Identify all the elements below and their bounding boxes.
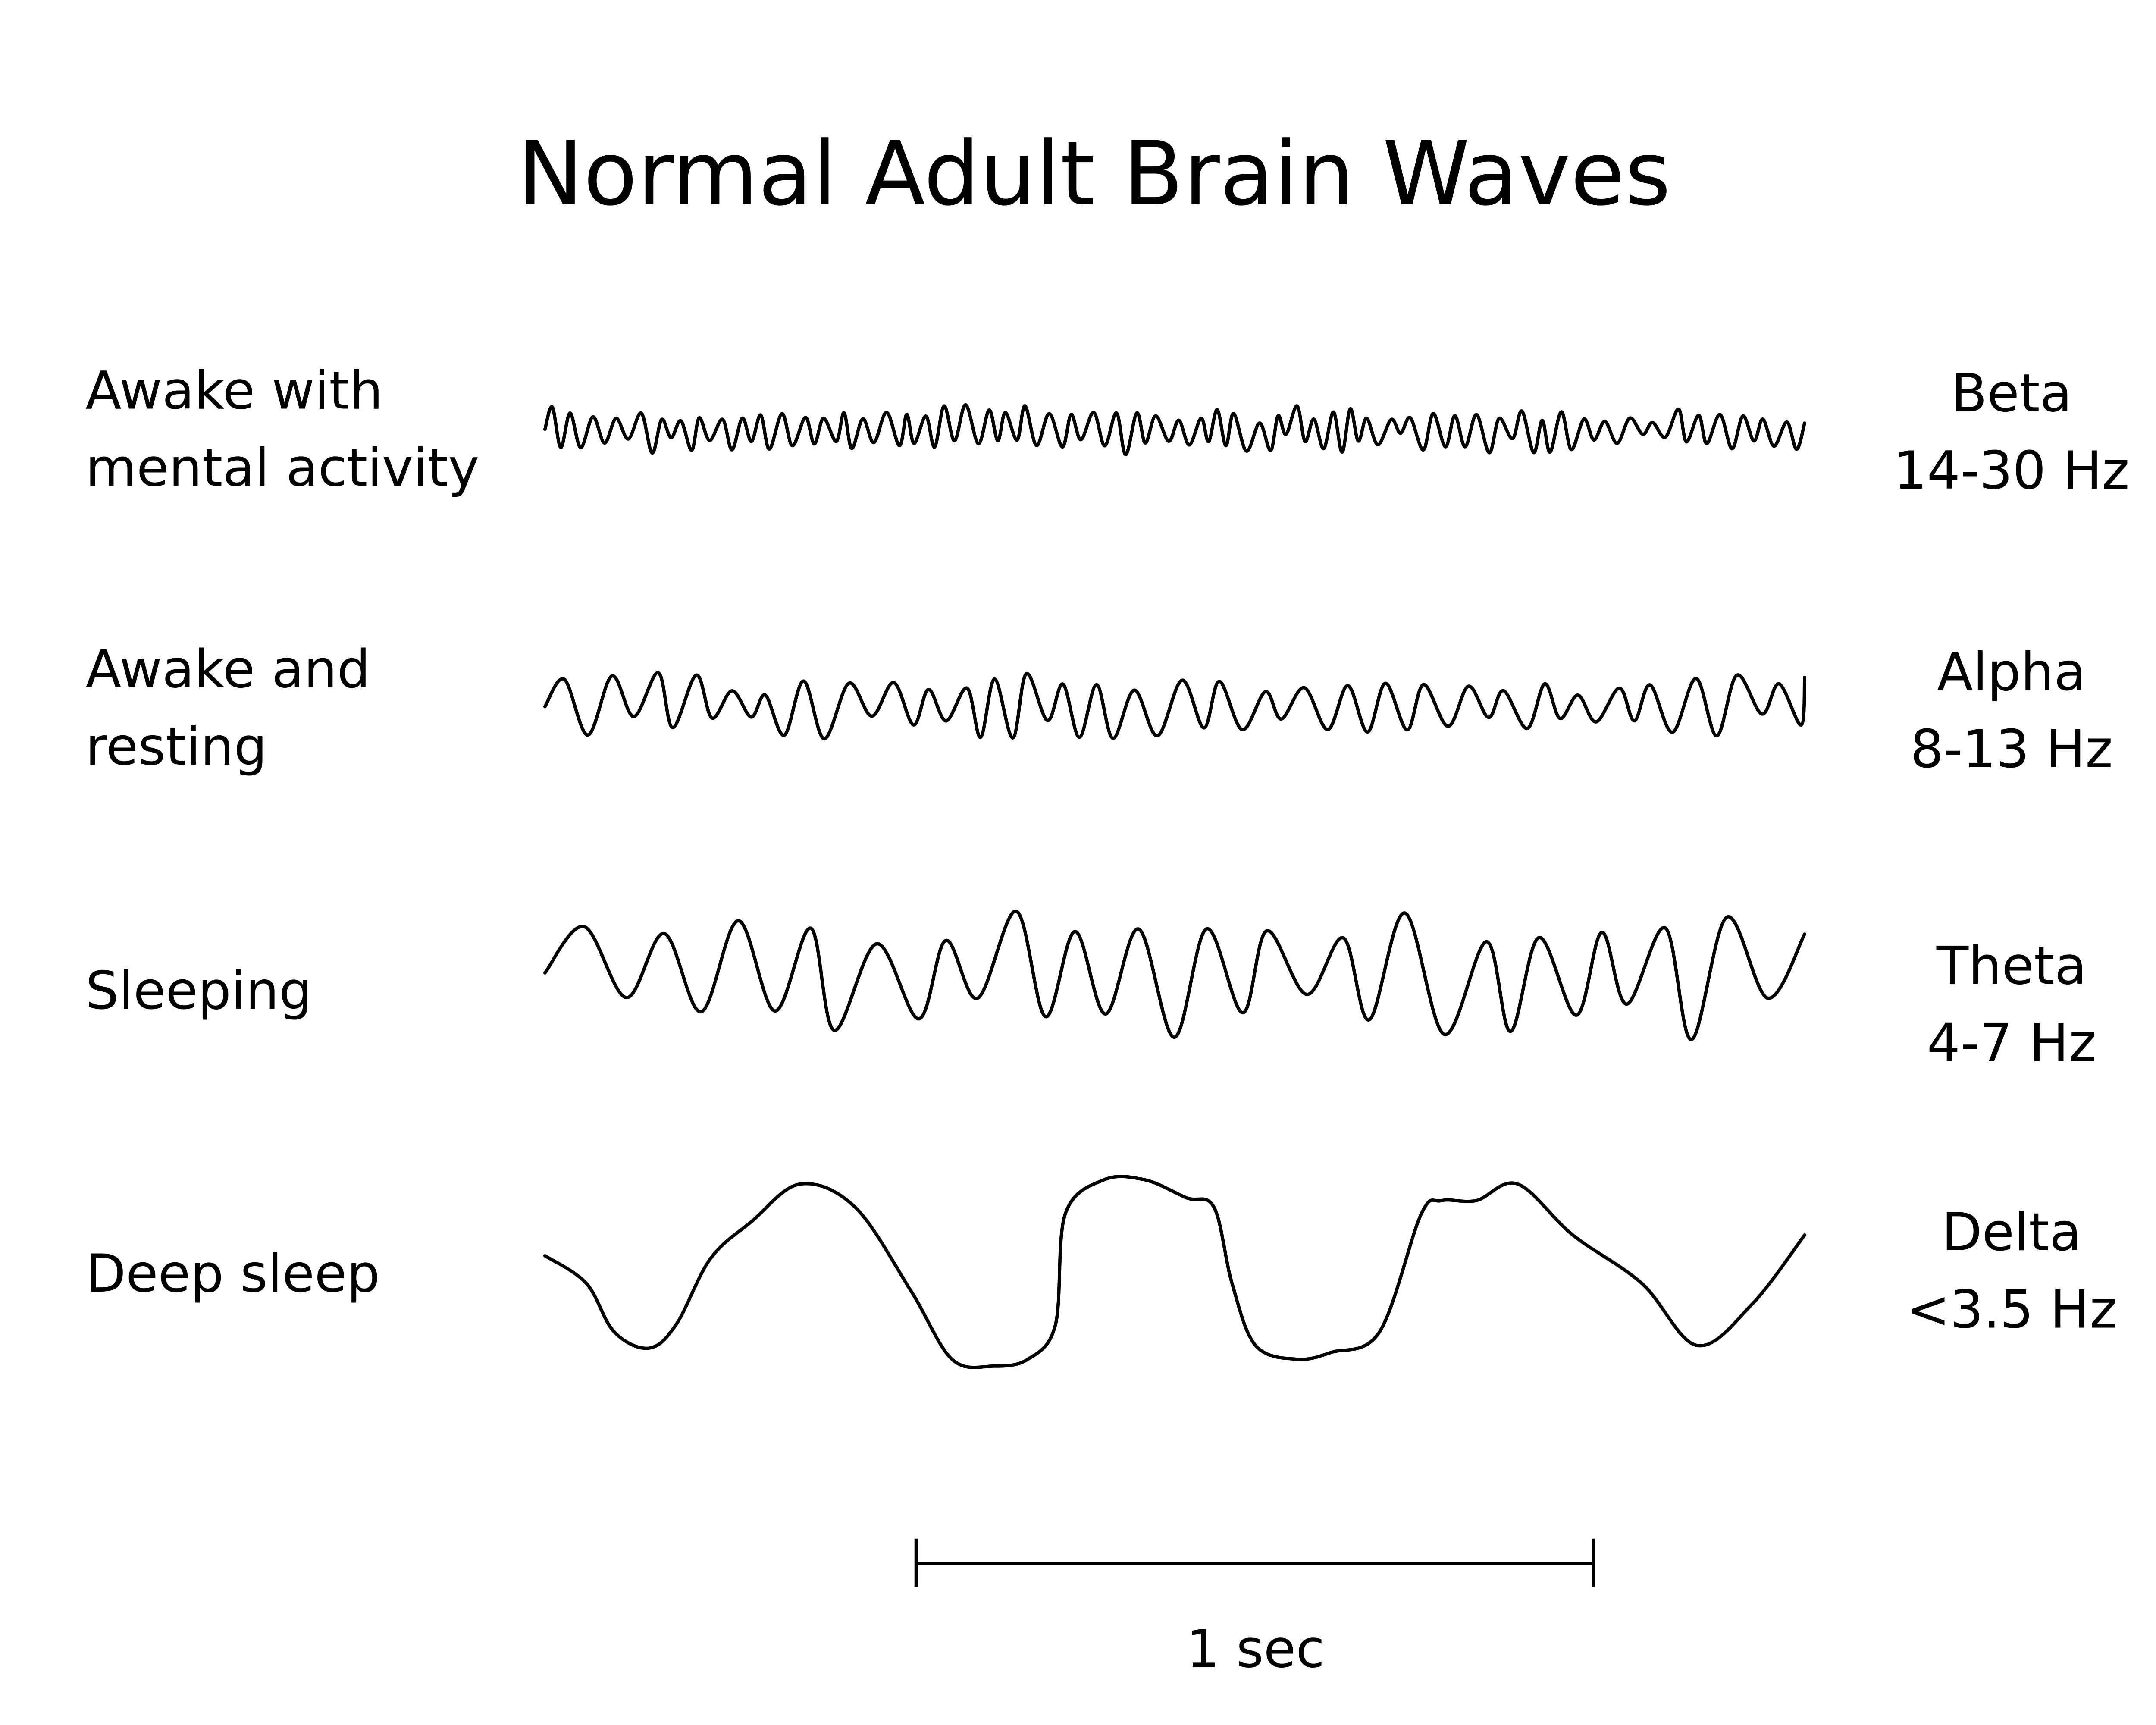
state-label-alpha-line2: resting — [85, 716, 267, 777]
state-label-alpha-line1: Awake and — [85, 639, 370, 700]
state-label-delta: Deep sleep — [85, 1243, 380, 1304]
delta-waveform — [543, 1175, 1806, 1369]
band-range-alpha: 8-13 Hz — [1910, 718, 2113, 780]
band-range-beta: 14-30 Hz — [1893, 440, 2129, 501]
state-label-beta-line2: mental activity — [85, 437, 479, 499]
band-name-delta: Delta — [1942, 1201, 2081, 1263]
band-name-alpha: Alpha — [1937, 641, 2086, 703]
band-name-theta: Theta — [1936, 935, 2087, 997]
alpha-waveform — [543, 671, 1806, 740]
scale-bar-label: 1 sec — [1186, 1618, 1325, 1679]
band-range-theta: 4-7 Hz — [1927, 1013, 2096, 1074]
band-name-beta: Beta — [1951, 363, 2072, 424]
state-label-beta-line1: Awake with — [85, 360, 383, 421]
band-range-delta: <3.5 Hz — [1906, 1279, 2117, 1340]
diagram-title: Normal Adult Brain Waves — [517, 123, 1671, 226]
beta-waveform — [543, 403, 1806, 457]
theta-waveform — [543, 910, 1806, 1041]
scale-bar — [914, 1538, 1595, 1587]
state-label-theta: Sleeping — [85, 960, 312, 1021]
